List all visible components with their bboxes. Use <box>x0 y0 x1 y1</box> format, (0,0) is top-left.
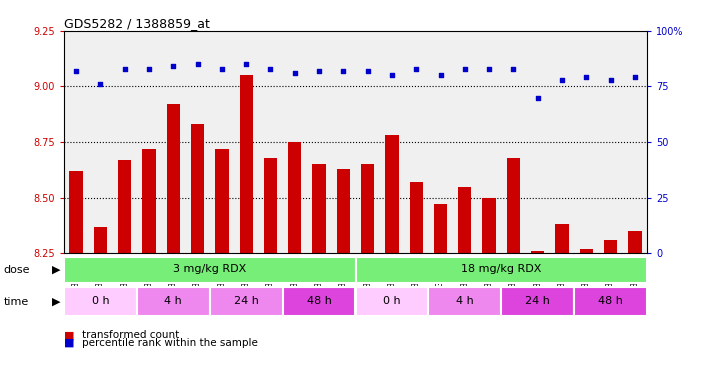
Point <box>556 77 567 83</box>
Bar <box>483 198 496 253</box>
Bar <box>264 158 277 253</box>
Point <box>168 63 179 70</box>
Text: ▶: ▶ <box>52 296 60 307</box>
Text: dose: dose <box>4 265 30 275</box>
Bar <box>64 287 137 316</box>
Point <box>216 66 228 72</box>
Bar <box>142 149 156 253</box>
Bar <box>215 149 228 253</box>
Bar <box>555 225 569 253</box>
Bar <box>166 104 180 253</box>
Text: 48 h: 48 h <box>598 296 623 306</box>
Bar <box>210 287 282 316</box>
Bar <box>240 75 253 253</box>
Text: ■: ■ <box>64 338 75 348</box>
Text: 4 h: 4 h <box>456 296 474 306</box>
Point <box>338 68 349 74</box>
Point <box>314 68 325 74</box>
Text: 3 mg/kg RDX: 3 mg/kg RDX <box>173 264 247 274</box>
Point <box>240 61 252 67</box>
Text: time: time <box>4 296 29 307</box>
Bar <box>191 124 204 253</box>
Bar <box>574 287 647 316</box>
Bar <box>428 287 501 316</box>
Text: GDS5282 / 1388859_at: GDS5282 / 1388859_at <box>64 17 210 30</box>
Text: ■: ■ <box>64 330 75 340</box>
Point <box>459 66 471 72</box>
Bar <box>337 169 350 253</box>
Bar <box>70 171 82 253</box>
Text: 24 h: 24 h <box>525 296 550 306</box>
Text: 48 h: 48 h <box>306 296 331 306</box>
Bar <box>64 257 356 283</box>
Point <box>70 68 82 74</box>
Point <box>362 68 373 74</box>
Point <box>264 66 276 72</box>
Bar <box>118 160 132 253</box>
Bar <box>385 136 399 253</box>
Bar <box>501 287 574 316</box>
Point <box>581 74 592 81</box>
Bar <box>288 142 301 253</box>
Bar <box>361 164 374 253</box>
Bar <box>410 182 423 253</box>
Point <box>435 72 447 78</box>
Point <box>289 70 301 76</box>
Bar <box>356 287 428 316</box>
Point <box>629 74 641 81</box>
Bar <box>604 240 617 253</box>
Text: 18 mg/kg RDX: 18 mg/kg RDX <box>461 264 542 274</box>
Text: 0 h: 0 h <box>383 296 401 306</box>
Bar <box>282 287 356 316</box>
Text: ▶: ▶ <box>52 265 60 275</box>
Bar <box>629 231 641 253</box>
Bar <box>579 249 593 253</box>
Bar <box>94 227 107 253</box>
Point <box>532 94 543 101</box>
Bar <box>356 257 647 283</box>
Bar <box>458 187 471 253</box>
Point <box>386 72 397 78</box>
Point <box>483 66 495 72</box>
Point <box>119 66 130 72</box>
Text: 0 h: 0 h <box>92 296 109 306</box>
Text: 24 h: 24 h <box>234 296 259 306</box>
Bar <box>434 204 447 253</box>
Point <box>508 66 519 72</box>
Point <box>144 66 155 72</box>
Point <box>410 66 422 72</box>
Text: 4 h: 4 h <box>164 296 182 306</box>
Text: percentile rank within the sample: percentile rank within the sample <box>82 338 257 348</box>
Text: transformed count: transformed count <box>82 330 179 340</box>
Bar <box>531 251 545 253</box>
Point <box>95 81 106 87</box>
Bar <box>312 164 326 253</box>
Bar <box>507 158 520 253</box>
Point <box>192 61 203 67</box>
Point <box>605 77 616 83</box>
Bar <box>137 287 210 316</box>
